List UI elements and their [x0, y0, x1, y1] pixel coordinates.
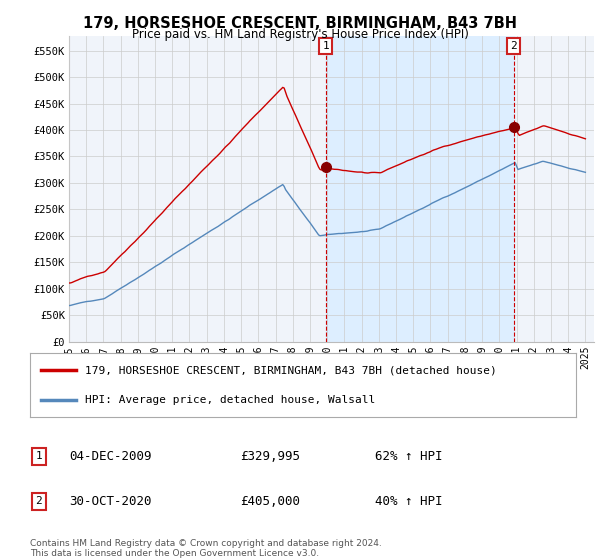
- Text: 04-DEC-2009: 04-DEC-2009: [69, 450, 151, 463]
- Text: 179, HORSESHOE CRESCENT, BIRMINGHAM, B43 7BH: 179, HORSESHOE CRESCENT, BIRMINGHAM, B43…: [83, 16, 517, 31]
- Text: 2: 2: [35, 496, 43, 506]
- Bar: [326, 36, 514, 342]
- Text: 1: 1: [322, 41, 329, 51]
- Text: Price paid vs. HM Land Registry's House Price Index (HPI): Price paid vs. HM Land Registry's House …: [131, 28, 469, 41]
- Text: £329,995: £329,995: [240, 450, 300, 463]
- Text: 179, HORSESHOE CRESCENT, BIRMINGHAM, B43 7BH (detached house): 179, HORSESHOE CRESCENT, BIRMINGHAM, B43…: [85, 365, 496, 375]
- Text: HPI: Average price, detached house, Walsall: HPI: Average price, detached house, Wals…: [85, 395, 375, 405]
- Text: 62% ↑ HPI: 62% ↑ HPI: [375, 450, 443, 463]
- Text: 2: 2: [510, 41, 517, 51]
- Text: Contains HM Land Registry data © Crown copyright and database right 2024.
This d: Contains HM Land Registry data © Crown c…: [30, 539, 382, 558]
- Text: 40% ↑ HPI: 40% ↑ HPI: [375, 494, 443, 508]
- Text: 30-OCT-2020: 30-OCT-2020: [69, 494, 151, 508]
- Text: 1: 1: [35, 451, 43, 461]
- Text: £405,000: £405,000: [240, 494, 300, 508]
